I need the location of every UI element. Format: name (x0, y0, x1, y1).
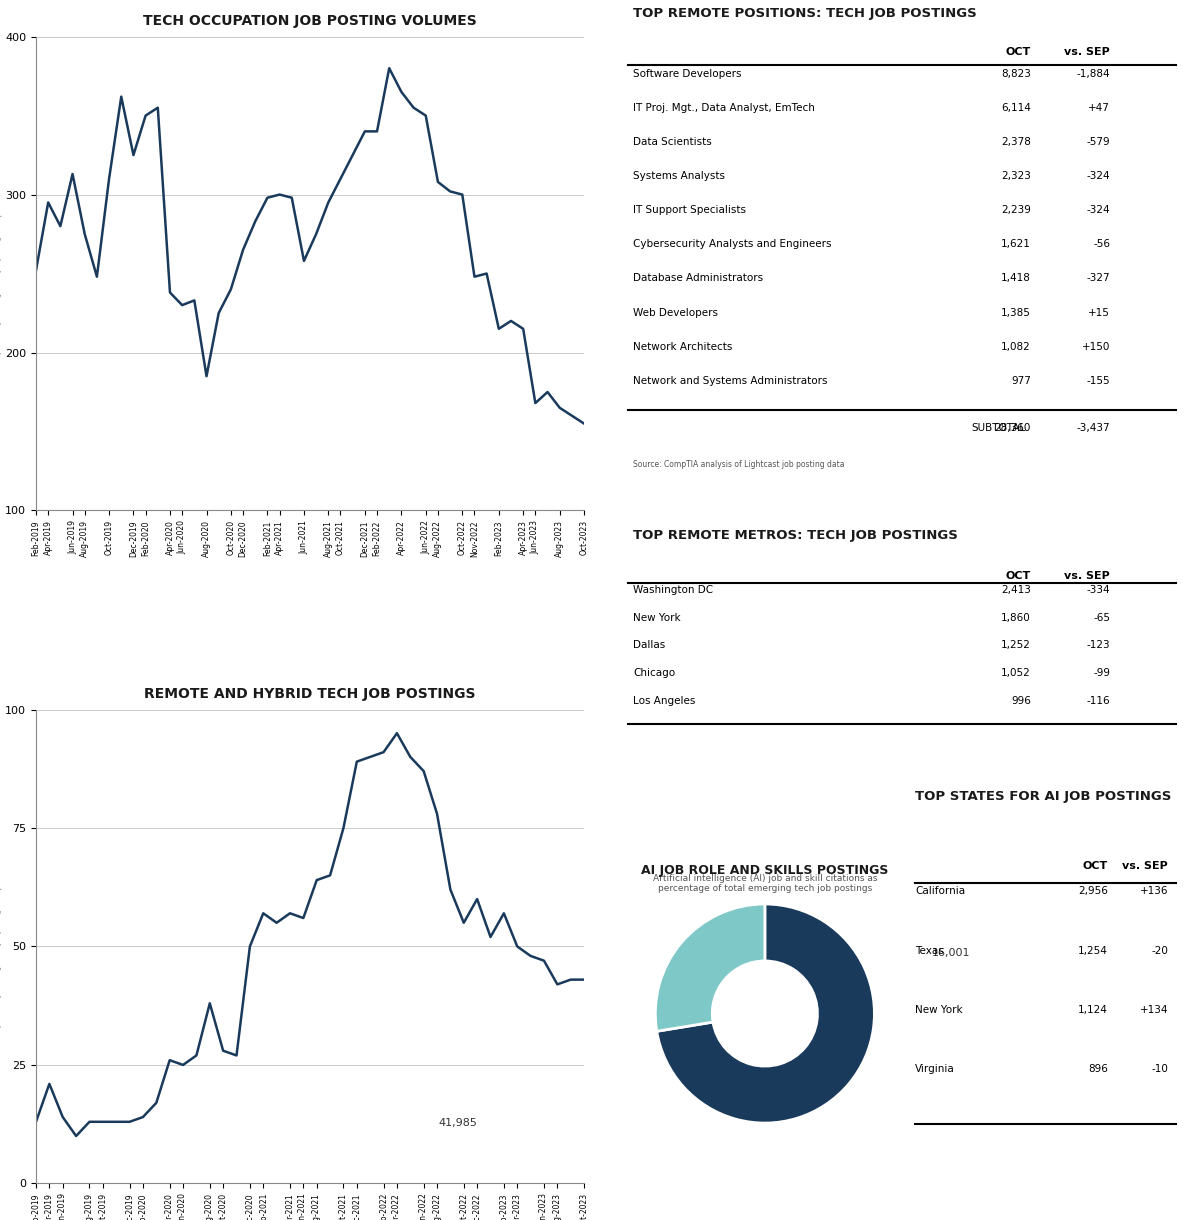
Text: Network Architects: Network Architects (634, 342, 733, 351)
Text: -123: -123 (1087, 640, 1110, 650)
Y-axis label: Source: CompTIA analysis of Lightcast job posting data  |  Data in thousands: Source: CompTIA analysis of Lightcast jo… (0, 826, 2, 1068)
Text: 896: 896 (1088, 1065, 1108, 1075)
Text: -324: -324 (1087, 205, 1110, 215)
Text: New York: New York (916, 1005, 962, 1015)
Text: 2,956: 2,956 (1079, 886, 1108, 897)
Text: -20: -20 (1151, 946, 1168, 955)
Text: 8,823: 8,823 (1001, 68, 1031, 78)
Text: 2,323: 2,323 (1001, 171, 1031, 181)
Text: -116: -116 (1087, 695, 1110, 706)
Text: vs. SEP: vs. SEP (1122, 860, 1168, 871)
Text: +150: +150 (1082, 342, 1110, 351)
Text: OCT: OCT (1006, 571, 1031, 581)
Text: Systems Analysts: Systems Analysts (634, 171, 726, 181)
Text: Washington DC: Washington DC (634, 584, 714, 595)
Text: -327: -327 (1087, 273, 1110, 283)
Text: Software Developers: Software Developers (634, 68, 742, 78)
Text: 2,378: 2,378 (1001, 137, 1031, 146)
Title: TECH OCCUPATION JOB POSTING VOLUMES: TECH OCCUPATION JOB POSTING VOLUMES (143, 15, 476, 28)
Text: TOP REMOTE METROS: TECH JOB POSTINGS: TOP REMOTE METROS: TECH JOB POSTINGS (634, 529, 959, 542)
Text: 977: 977 (1010, 376, 1031, 386)
Text: -334: -334 (1087, 584, 1110, 595)
Text: 16,001: 16,001 (932, 948, 971, 958)
Text: SUBTOTAL: SUBTOTAL (971, 423, 1025, 433)
Text: IT Proj. Mgt., Data Analyst, EmTech: IT Proj. Mgt., Data Analyst, EmTech (634, 102, 815, 112)
Text: California: California (916, 886, 965, 897)
Text: Virginia: Virginia (916, 1065, 955, 1075)
Text: +136: +136 (1140, 886, 1168, 897)
Text: 41,985: 41,985 (439, 1118, 478, 1128)
Text: Chicago: Chicago (634, 669, 676, 678)
Title: REMOTE AND HYBRID TECH JOB POSTINGS: REMOTE AND HYBRID TECH JOB POSTINGS (144, 687, 475, 701)
Text: -1,884: -1,884 (1076, 68, 1110, 78)
Text: 1,252: 1,252 (1001, 640, 1031, 650)
Text: TOP REMOTE POSITIONS: TECH JOB POSTINGS: TOP REMOTE POSITIONS: TECH JOB POSTINGS (634, 7, 977, 21)
Text: 1,254: 1,254 (1079, 946, 1108, 955)
Text: 28,360: 28,360 (995, 423, 1031, 433)
Text: 1,621: 1,621 (1001, 239, 1031, 249)
Text: Network and Systems Administrators: Network and Systems Administrators (634, 376, 828, 386)
Text: Texas: Texas (916, 946, 944, 955)
Text: -56: -56 (1093, 239, 1110, 249)
Text: 996: 996 (1010, 695, 1031, 706)
Text: 1,860: 1,860 (1001, 612, 1031, 622)
Text: vs. SEP: vs. SEP (1064, 571, 1110, 581)
Text: -99: -99 (1093, 669, 1110, 678)
Text: Cybersecurity Analysts and Engineers: Cybersecurity Analysts and Engineers (634, 239, 832, 249)
Text: 1,124: 1,124 (1079, 1005, 1108, 1015)
Text: 2,413: 2,413 (1001, 584, 1031, 595)
Wedge shape (656, 904, 875, 1124)
Text: 1,052: 1,052 (1001, 669, 1031, 678)
Title: AI JOB ROLE AND SKILLS POSTINGS: AI JOB ROLE AND SKILLS POSTINGS (641, 864, 888, 877)
Text: 2,239: 2,239 (1001, 205, 1031, 215)
Text: 6,114: 6,114 (1001, 102, 1031, 112)
Text: Data Scientists: Data Scientists (634, 137, 712, 146)
Text: Web Developers: Web Developers (634, 307, 719, 317)
Text: 1,385: 1,385 (1001, 307, 1031, 317)
Y-axis label: Source: CompTIA analysis of Lightcast job posting data  |  Data in thousands: Source: CompTIA analysis of Lightcast jo… (0, 152, 2, 394)
Text: -155: -155 (1087, 376, 1110, 386)
Text: 1,082: 1,082 (1001, 342, 1031, 351)
Wedge shape (655, 904, 764, 1031)
Text: Database Administrators: Database Administrators (634, 273, 763, 283)
Text: Artificial intelligence (AI) job and skill citations as
percentage of total emer: Artificial intelligence (AI) job and ski… (653, 874, 877, 893)
Text: +47: +47 (1088, 102, 1110, 112)
Text: 1,418: 1,418 (1001, 273, 1031, 283)
Text: Los Angeles: Los Angeles (634, 695, 696, 706)
Text: Dallas: Dallas (634, 640, 666, 650)
Text: TOP STATES FOR AI JOB POSTINGS: TOP STATES FOR AI JOB POSTINGS (916, 789, 1171, 803)
Text: -65: -65 (1093, 612, 1110, 622)
Text: OCT: OCT (1082, 860, 1108, 871)
Text: -579: -579 (1087, 137, 1110, 146)
Text: New York: New York (634, 612, 682, 622)
Text: vs. SEP: vs. SEP (1064, 46, 1110, 57)
Text: +15: +15 (1088, 307, 1110, 317)
Text: -324: -324 (1087, 171, 1110, 181)
Text: OCT: OCT (1006, 46, 1031, 57)
Text: Source: CompTIA analysis of Lightcast job posting data: Source: CompTIA analysis of Lightcast jo… (634, 460, 845, 470)
Text: -10: -10 (1151, 1065, 1168, 1075)
Text: IT Support Specialists: IT Support Specialists (634, 205, 746, 215)
Text: +134: +134 (1140, 1005, 1168, 1015)
Text: -3,437: -3,437 (1076, 423, 1110, 433)
